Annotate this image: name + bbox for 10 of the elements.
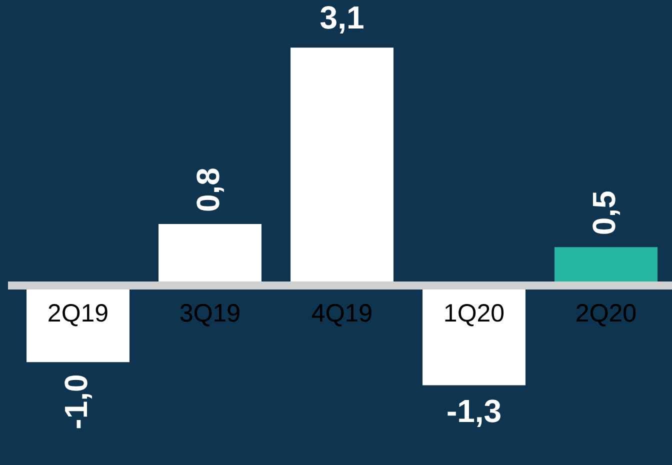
x-tick-label: 2Q20: [575, 299, 637, 328]
x-tick-label: 1Q20: [443, 299, 505, 328]
x-tick-label: 3Q19: [179, 299, 241, 328]
x-tick-label: 4Q19: [311, 299, 373, 328]
data-label: 0,8: [190, 168, 226, 212]
x-tick-label: 2Q19: [47, 299, 109, 328]
data-label: -1,0: [58, 374, 94, 430]
data-label: 0,5: [586, 190, 622, 236]
data-label: 3,1: [320, 0, 364, 36]
data-label: -1,3: [446, 393, 502, 430]
